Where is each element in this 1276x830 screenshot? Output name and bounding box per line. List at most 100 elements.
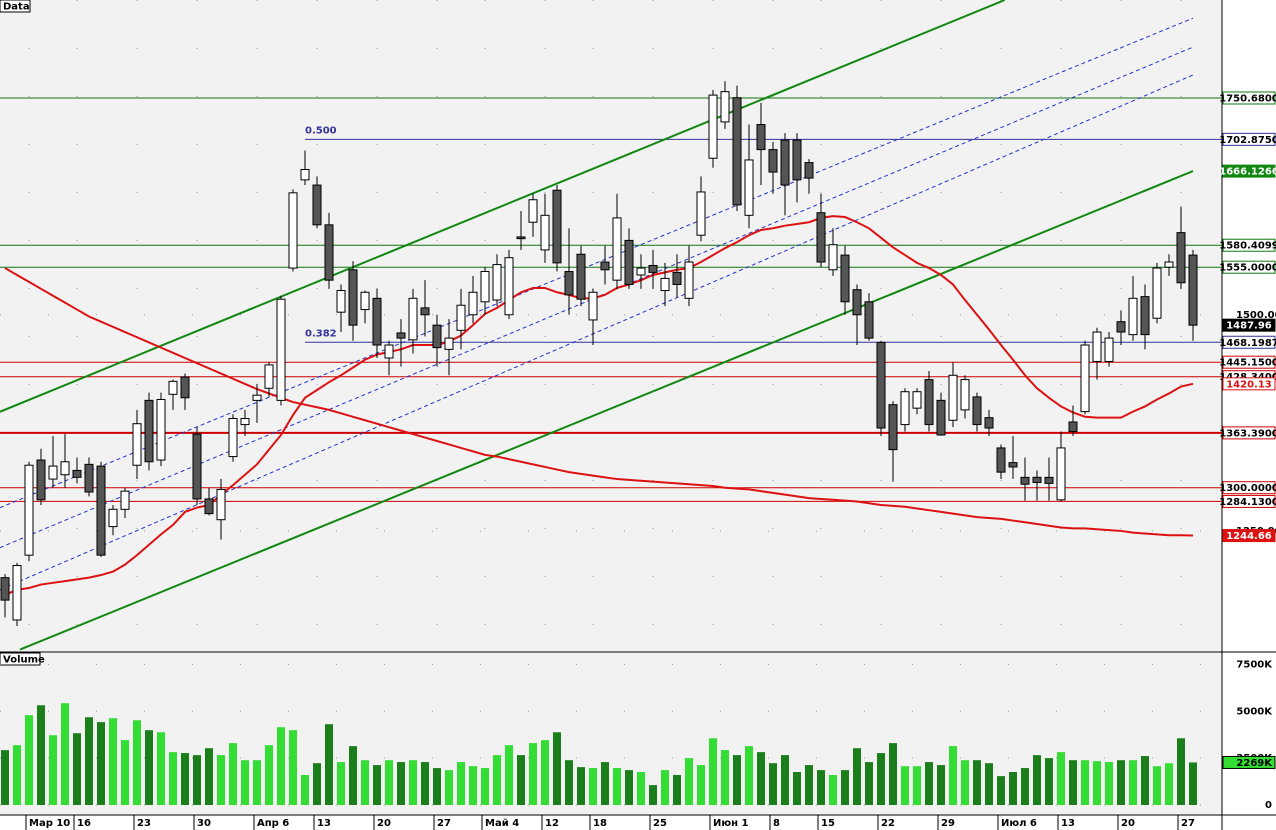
moving-average: [4, 215, 1194, 596]
volume-bar: [841, 770, 849, 805]
volume-bar: [877, 753, 885, 805]
candle-body: [960, 379, 970, 411]
candle-body: [516, 236, 526, 240]
volume-bar: [505, 745, 513, 805]
volume-bar: [853, 748, 861, 805]
x-tick-label: 23: [137, 818, 151, 829]
volume-bar: [13, 745, 21, 805]
price-label-box: [1222, 481, 1276, 495]
trend-line: [0, 0, 1005, 413]
volume-bar: [433, 768, 441, 805]
volume-bar: [325, 724, 333, 805]
volume-bar: [817, 770, 825, 805]
volume-bar: [349, 746, 357, 805]
candle-body: [1140, 296, 1150, 336]
candle-body: [24, 464, 34, 556]
volume-panel: [0, 653, 1222, 815]
x-tick-label: 29: [941, 818, 955, 829]
candle-body: [60, 461, 70, 476]
volume-bar: [373, 765, 381, 805]
price-plot: 0.500 0.382: [0, 0, 1222, 652]
candle-body: [144, 399, 154, 463]
candle-body: [0, 577, 10, 601]
x-tick-label: 8: [773, 818, 780, 829]
volume-bar: [493, 755, 501, 805]
volume-bar: [1081, 760, 1089, 805]
volume-bar: [421, 762, 429, 805]
candle-body: [444, 337, 454, 350]
x-tick-label: 27: [1181, 818, 1195, 829]
candle-body: [408, 297, 418, 341]
volume-bar: [1177, 738, 1185, 805]
price-label: 1445.1500: [1219, 358, 1276, 369]
candle-body: [1152, 267, 1162, 319]
candle-body: [912, 391, 922, 409]
volume-bar: [1, 750, 9, 805]
candle-body: [216, 488, 226, 521]
volume-bar: [937, 765, 945, 805]
volume-bar: [949, 746, 957, 805]
volume-bar: [661, 770, 669, 805]
candle-body: [576, 253, 586, 300]
volume-bar: [637, 772, 645, 805]
candle-body: [204, 498, 214, 515]
candle-body: [336, 290, 346, 313]
candle-body: [996, 447, 1006, 473]
candle-body: [156, 399, 166, 461]
candle-body: [1164, 261, 1174, 268]
volume-bar: [1189, 762, 1197, 805]
moving-average: [4, 267, 1194, 537]
x-tick-label: 15: [821, 818, 835, 829]
panel-title: Volume: [3, 655, 45, 666]
candle-body: [900, 391, 910, 426]
candle-body: [936, 399, 946, 436]
volume-bar: [301, 775, 309, 805]
candle-body: [300, 168, 310, 181]
volume-bar: [97, 722, 105, 805]
price-label: 1244.66: [1226, 531, 1272, 542]
candle-body: [612, 217, 622, 281]
volume-bar: [1033, 755, 1041, 805]
candle-body: [1068, 421, 1078, 432]
volume-bar: [709, 738, 717, 805]
volume-bar: [25, 715, 33, 805]
volume-bar: [253, 760, 261, 805]
volume-bar: [73, 733, 81, 805]
volume-bar: [61, 703, 69, 805]
price-label-box: [1222, 260, 1276, 274]
candle-body: [72, 469, 82, 478]
candle-body: [1044, 476, 1054, 484]
candle-body: [12, 565, 22, 621]
x-tick-label: Май 4: [485, 818, 519, 829]
x-tick-label: Мар 10: [29, 818, 70, 829]
candle-body: [120, 490, 130, 510]
price-label: 1363.3900: [1219, 428, 1276, 439]
volume-bar: [517, 755, 525, 805]
candle-body: [1104, 337, 1114, 362]
volume-bar: [1141, 756, 1149, 805]
volume-bar: [685, 758, 693, 805]
y-tick-label: 5000K: [1236, 706, 1273, 717]
volume-bar: [625, 770, 633, 805]
volume-bar: [1165, 763, 1173, 805]
volume-bar: [973, 760, 981, 805]
volume-bar: [757, 752, 765, 805]
panel-title-box: [0, 652, 41, 666]
x-tick-label: 25: [653, 818, 667, 829]
volume-bar: [169, 752, 177, 805]
price-label-box: [1222, 377, 1276, 391]
volume-bar: [409, 760, 417, 805]
volume-bar: [805, 765, 813, 805]
y-tick-label: 0: [1265, 800, 1272, 811]
price-label: 1666.1266: [1219, 167, 1276, 178]
x-tick-label: Апр 6: [257, 818, 289, 829]
volume-bar: [577, 767, 585, 805]
trend-line: [0, 17, 1194, 509]
candle-body: [372, 297, 382, 346]
candle-body: [468, 291, 478, 316]
volume-bar: [337, 762, 345, 805]
candle-body: [264, 364, 274, 389]
candle-body: [672, 271, 682, 285]
price-label: 1420.13: [1226, 379, 1272, 390]
